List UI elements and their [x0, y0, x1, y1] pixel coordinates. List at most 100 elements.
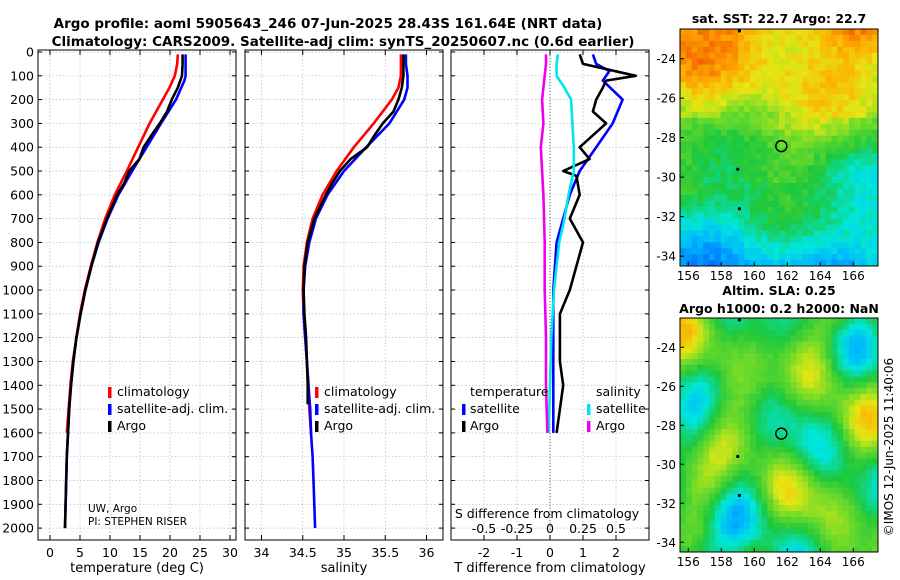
map-cell [802, 129, 809, 137]
map-cell [790, 417, 798, 424]
map-cell [872, 260, 878, 266]
map-cell [860, 388, 867, 395]
map-cell [726, 29, 734, 36]
map-cell [813, 248, 821, 255]
map-cell [784, 399, 792, 407]
map-cell [773, 353, 780, 360]
map-cell [843, 522, 850, 530]
map-cell [860, 206, 867, 214]
map-cell [732, 516, 739, 524]
map-cell [685, 534, 693, 541]
map-cell [691, 516, 699, 524]
map-cell [802, 171, 809, 178]
map-cell [854, 511, 862, 518]
map-cell [779, 446, 786, 454]
map-cell [848, 212, 856, 220]
map-cell [866, 224, 873, 232]
map-cell [866, 429, 873, 436]
map-cell [819, 46, 827, 54]
map-cell [837, 88, 844, 95]
map-cell [860, 470, 867, 477]
map-cell [784, 370, 792, 378]
map-cell [685, 58, 693, 66]
map-cell [819, 123, 827, 131]
map-cell [697, 335, 704, 342]
map-cell [860, 153, 867, 160]
map-cell [714, 435, 722, 442]
map-cell [848, 242, 856, 249]
map-cell [720, 347, 728, 354]
map-cell [726, 318, 734, 325]
map-cell [761, 388, 768, 395]
map-cell [860, 540, 867, 547]
map-cell [732, 458, 739, 465]
map-cell [732, 475, 739, 483]
map-cell [837, 534, 844, 541]
map-cell [709, 76, 716, 83]
map-cell [796, 206, 803, 214]
y-tick-label: 600 [10, 187, 34, 202]
map-cell [744, 528, 751, 536]
map-cell [784, 522, 792, 530]
map-cell [767, 64, 774, 72]
map-cell [697, 129, 704, 137]
map-cell [749, 40, 757, 48]
map-cell [796, 34, 803, 42]
map-cell [709, 218, 716, 226]
map-cell [773, 40, 780, 48]
map-cell [691, 76, 699, 83]
map-cell [784, 117, 792, 125]
map-cell [843, 100, 850, 107]
map-cell [825, 423, 833, 430]
y-tick-label: 1500 [2, 402, 34, 417]
map-cell [779, 218, 786, 226]
map-cell [714, 493, 722, 500]
map-cell [872, 382, 878, 389]
map-cell [813, 200, 821, 208]
map-cell [709, 129, 716, 137]
map-cell [854, 493, 862, 500]
map-cell [773, 64, 780, 72]
map-cell [749, 46, 757, 54]
map-cell [726, 135, 734, 143]
map-cell [761, 446, 768, 454]
map-x-tick-label: 166 [842, 269, 865, 283]
map-cell [854, 487, 862, 495]
map-cell [709, 458, 716, 465]
map-cell [808, 147, 815, 155]
map-cell [866, 194, 873, 202]
map-cell [744, 505, 751, 512]
map-cell [837, 236, 844, 243]
map-cell [825, 76, 833, 83]
map-cell [691, 370, 699, 378]
map-cell [761, 511, 768, 518]
map-cell [755, 64, 763, 72]
map-cell [709, 505, 716, 512]
map-cell [802, 46, 809, 54]
map-cell [837, 347, 844, 354]
map-cell [773, 52, 780, 60]
map-cell [726, 52, 734, 60]
map-cell [755, 171, 763, 178]
map-cell [714, 358, 722, 366]
map-cell [709, 388, 716, 395]
map-cell [802, 499, 809, 506]
map-cell [738, 206, 745, 214]
sla-map: 156 158 160 162 164 166-24-26-28-30-32-34Alti… [656, 283, 878, 569]
map-cell [726, 382, 734, 389]
map-cell [767, 323, 774, 331]
map-cell [866, 370, 873, 378]
map-cell [837, 58, 844, 66]
map-cell [779, 29, 786, 36]
map-cell [767, 100, 774, 107]
map-cell [755, 52, 763, 60]
map-cell [691, 159, 699, 166]
map-cell [726, 117, 734, 125]
map-cell [714, 40, 722, 48]
map-cell [714, 106, 722, 113]
map-cell [773, 516, 780, 524]
map-cell [732, 481, 739, 489]
map-cell [691, 493, 699, 500]
map-cell [866, 88, 873, 95]
map-cell [813, 129, 821, 137]
